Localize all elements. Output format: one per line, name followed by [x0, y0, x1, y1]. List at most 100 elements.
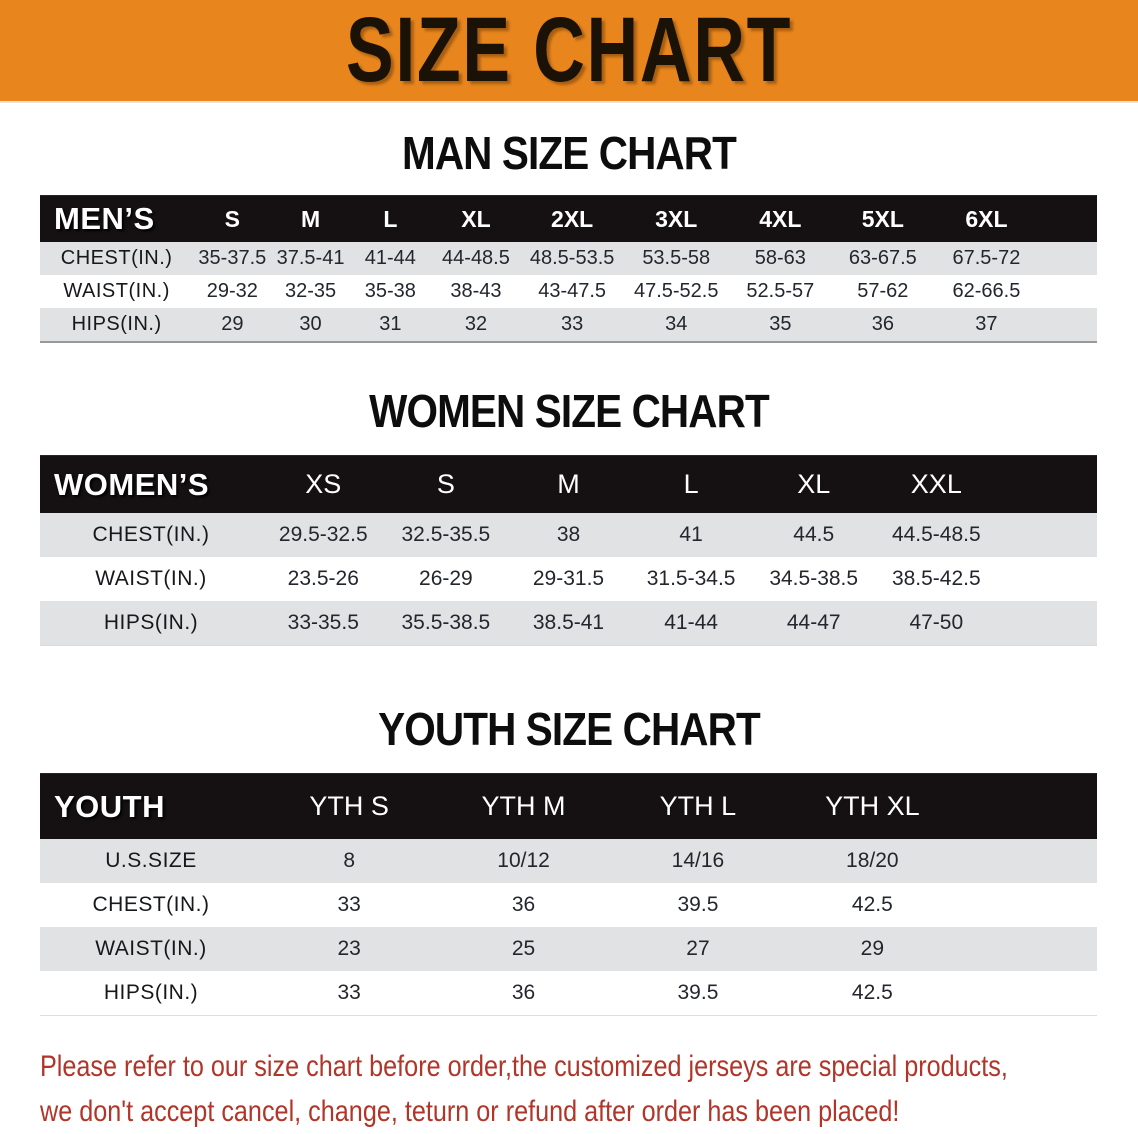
row-label: HIPS(IN.)	[71, 313, 162, 335]
youth-corner-label: YOUTH	[54, 788, 165, 824]
row-label: U.S.SIZE	[105, 849, 197, 872]
men-table-header: MEN’S S M L XL 2XL 3XL 4XL 5XL 6XL	[40, 195, 1097, 242]
size-cell: 38.5-42.5	[891, 567, 981, 590]
size-cell: 44.5	[793, 523, 835, 546]
women-size-table: WOMEN’S XS S M L XL XXL CHEST(IN.) 29.5-…	[40, 455, 1097, 646]
size-col-header: M	[557, 469, 580, 499]
youth-table-header: YOUTH YTH S YTH M YTH L YTH XL	[40, 773, 1097, 839]
size-cell: 39.5	[677, 893, 719, 916]
women-section-heading: WOMEN SIZE CHART	[369, 385, 770, 437]
size-cell: 58-63	[754, 247, 806, 269]
women-corner-label: WOMEN’S	[54, 466, 210, 502]
size-cell: 62-66.5	[952, 280, 1021, 302]
size-cell: 32.5-35.5	[401, 523, 491, 546]
men-waist-row: WAIST(IN.) 29-32 32-35 35-38 38-43 43-47…	[40, 275, 1097, 308]
men-hips-row: HIPS(IN.) 29 30 31 32 33 34 35 36 37	[40, 308, 1097, 341]
size-cell: 41	[679, 523, 703, 546]
size-cell: 44-47	[786, 611, 841, 634]
size-cell: 29	[221, 313, 244, 335]
size-cell: 37.5-41	[276, 247, 345, 269]
men-size-table: MEN’S S M L XL 2XL 3XL 4XL 5XL 6XL CHEST…	[40, 195, 1097, 343]
size-cell: 35	[769, 313, 792, 335]
youth-size-table: YOUTH YTH S YTH M YTH L YTH XL U.S.SIZE …	[40, 773, 1097, 1016]
size-cell: 30	[299, 313, 322, 335]
size-col-header: L	[683, 469, 699, 499]
size-col-header: YTH XL	[825, 791, 920, 821]
row-label: WAIST(IN.)	[95, 567, 207, 590]
size-col-header: 4XL	[759, 205, 802, 232]
row-label: HIPS(IN.)	[103, 981, 199, 1004]
size-cell: 39.5	[677, 981, 719, 1004]
size-col-header: L	[383, 205, 398, 232]
size-col-header: XL	[797, 469, 831, 499]
size-cell: 38.5-41	[532, 611, 605, 634]
size-col-header: S	[436, 469, 455, 499]
size-cell: 47-50	[909, 611, 964, 634]
size-cell: 29-32	[206, 280, 258, 302]
page-title: SIZE CHART	[345, 0, 793, 101]
disclaimer: Please refer to our size chart before or…	[40, 1044, 1138, 1134]
size-cell: 14/16	[671, 849, 725, 872]
size-cell: 41-44	[664, 611, 718, 634]
size-col-header: XS	[305, 469, 342, 499]
row-label: CHEST(IN.)	[60, 247, 173, 269]
youth-chest-row: CHEST(IN.) 33 36 39.5 42.5	[40, 883, 1097, 927]
size-cell: 34.5-38.5	[769, 567, 859, 590]
size-cell: 8	[343, 849, 355, 872]
size-cell: 33	[337, 981, 361, 1004]
size-cell: 33	[561, 313, 584, 335]
size-col-header: 3XL	[655, 205, 698, 232]
size-cell: 57-62	[857, 280, 909, 302]
size-col-header: 6XL	[965, 205, 1008, 232]
size-col-header: M	[300, 205, 321, 232]
size-col-header: YTH L	[659, 791, 737, 821]
size-cell: 53.5-58	[642, 247, 711, 269]
size-cell: 43-47.5	[538, 280, 607, 302]
size-col-header: 2XL	[551, 205, 594, 232]
size-cell: 41-44	[364, 247, 416, 269]
size-cell: 32	[464, 313, 488, 335]
size-cell: 42.5	[851, 893, 893, 916]
men-chest-row: CHEST(IN.) 35-37.5 37.5-41 41-44 44-48.5…	[40, 242, 1097, 275]
size-cell: 29	[860, 937, 885, 960]
size-cell: 29.5-32.5	[278, 523, 368, 546]
size-cell: 35-37.5	[198, 247, 267, 269]
size-cell: 26-29	[419, 567, 473, 590]
row-label: CHEST(IN.)	[92, 893, 210, 916]
size-cell: 35.5-38.5	[401, 611, 491, 634]
women-hips-row: HIPS(IN.) 33-35.5 35.5-38.5 38.5-41 41-4…	[40, 601, 1097, 645]
size-cell: 25	[511, 937, 536, 960]
size-cell: 36	[871, 313, 894, 335]
size-cell: 31	[379, 313, 402, 335]
size-col-header: XL	[461, 205, 491, 232]
size-cell: 31.5-34.5	[646, 567, 736, 590]
size-cell: 36	[511, 981, 536, 1004]
size-col-header: YTH S	[309, 791, 389, 821]
youth-ussize-row: U.S.SIZE 8 10/12 14/16 18/20	[40, 839, 1097, 883]
disclaimer-line1: Please refer to our size chart before or…	[40, 1050, 1008, 1083]
size-cell: 27	[686, 937, 710, 960]
row-label: HIPS(IN.)	[103, 611, 199, 634]
size-cell: 23.5-26	[287, 567, 359, 590]
size-cell: 42.5	[851, 981, 893, 1004]
size-cell: 63-67.5	[848, 247, 917, 269]
size-cell: 67.5-72	[952, 247, 1021, 269]
size-col-header: S	[224, 205, 241, 232]
row-label: CHEST(IN.)	[92, 523, 210, 546]
size-cell: 36	[511, 893, 536, 916]
size-col-header: 5XL	[861, 205, 904, 232]
size-cell: 29-31.5	[532, 567, 605, 590]
size-col-header: YTH M	[481, 791, 566, 821]
women-waist-row: WAIST(IN.) 23.5-26 26-29 29-31.5 31.5-34…	[40, 557, 1097, 601]
size-cell: 44.5-48.5	[891, 523, 981, 546]
women-table-header: WOMEN’S XS S M L XL XXL	[40, 455, 1097, 513]
men-section-heading: MAN SIZE CHART	[401, 127, 737, 179]
row-label: WAIST(IN.)	[95, 937, 207, 960]
size-cell: 38	[556, 523, 581, 546]
youth-hips-row: HIPS(IN.) 33 36 39.5 42.5	[40, 971, 1097, 1015]
size-cell: 34	[665, 313, 688, 335]
size-cell: 32-35	[284, 280, 337, 302]
size-cell: 35-38	[364, 280, 416, 302]
size-cell: 47.5-52.5	[633, 280, 719, 302]
size-cell: 33	[337, 893, 361, 916]
